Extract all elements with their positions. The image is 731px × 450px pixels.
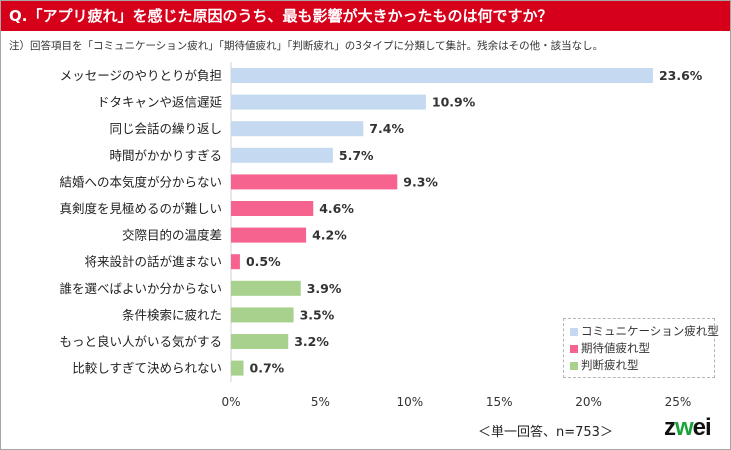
- bar: [231, 307, 294, 323]
- category-label: もっと良い人がいる気がする: [59, 334, 222, 349]
- data-label: 7.4%: [369, 121, 404, 136]
- legend-item: 期待値疲れ型: [570, 340, 708, 357]
- zwei-logo: zwei: [664, 414, 712, 441]
- bar: [231, 254, 240, 270]
- legend-item: 判断疲れ型: [570, 357, 708, 374]
- category-label: 真剣度を見極めるのが難しい: [59, 201, 222, 216]
- legend-item: コミュニケーション疲れ型: [570, 323, 719, 340]
- x-tick-label: 15%: [486, 395, 513, 409]
- bar: [231, 174, 398, 190]
- data-label: 0.7%: [250, 361, 285, 376]
- x-tick-label: 20%: [575, 395, 602, 409]
- bar: [231, 280, 301, 296]
- category-label: 将来設計の話が進まない: [84, 254, 222, 269]
- data-label: 9.3%: [403, 174, 438, 189]
- bar: [231, 227, 307, 243]
- note-text: 注）回答項目を「コミュニケーション疲れ」「期待値疲れ」「判断疲れ」の3タイプに分…: [9, 40, 604, 52]
- x-tick-label: 5%: [311, 395, 330, 409]
- bar: [231, 201, 314, 216]
- data-label: 3.5%: [300, 307, 335, 322]
- bar: [231, 68, 653, 83]
- sample-size: ＜単一回答、n=753＞: [478, 425, 613, 440]
- x-tick-label: 25%: [665, 395, 692, 409]
- x-tick-label: 10%: [396, 395, 423, 409]
- bar: [231, 360, 244, 376]
- category-label: 条件検索に疲れた: [122, 307, 222, 322]
- category-label: メッセージのやりとりが負担: [60, 68, 222, 83]
- legend-swatch: [570, 344, 578, 353]
- category-label: 誰を選べばよいか分からない: [59, 281, 222, 296]
- legend-label: 判断疲れ型: [581, 358, 639, 372]
- legend-label: コミュニケーション疲れ型: [581, 324, 719, 338]
- legend-swatch: [570, 361, 578, 370]
- legend: コミュニケーション疲れ型 期待値疲れ型 判断疲れ型: [563, 318, 719, 378]
- category-label: 結婚への本気度が分からない: [59, 174, 222, 189]
- category-label: 同じ会話の繰り返し: [109, 121, 222, 136]
- category-label: ドタキャンや返信遅延: [97, 95, 223, 110]
- data-label: 23.6%: [659, 68, 703, 83]
- data-label: 3.2%: [294, 334, 329, 349]
- data-label: 3.9%: [307, 281, 342, 296]
- x-tick-label: 0%: [221, 395, 240, 409]
- data-label: 0.5%: [246, 254, 281, 269]
- data-label: 5.7%: [339, 148, 374, 163]
- data-label: 4.2%: [312, 228, 347, 243]
- bar: [231, 334, 289, 349]
- bar: [231, 121, 364, 137]
- category-label: 時間がかかりすぎる: [109, 148, 222, 163]
- bar: [231, 147, 333, 163]
- legend-swatch: [570, 327, 578, 336]
- category-label: 交際目的の温度差: [122, 228, 222, 243]
- category-label: 比較しすぎて決められない: [72, 361, 222, 376]
- data-label: 4.6%: [319, 201, 354, 216]
- question-title: Q.「アプリ疲れ」を感じた原因のうち、最も影響が大きかったものは何ですか？: [1, 1, 730, 31]
- data-label: 10.9%: [432, 95, 476, 110]
- bar: [231, 94, 426, 110]
- legend-label: 期待値疲れ型: [581, 341, 650, 355]
